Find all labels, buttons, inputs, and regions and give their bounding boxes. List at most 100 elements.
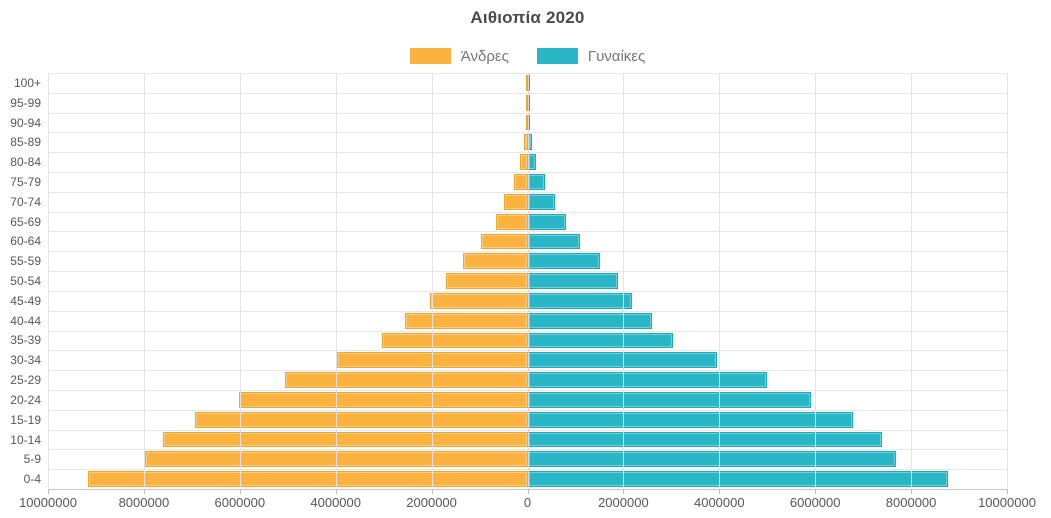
gridline-vertical [1007, 73, 1008, 489]
axis-tick [815, 489, 817, 494]
x-axis-tick-label: 0 [523, 495, 532, 510]
female-bar [527, 451, 896, 468]
pyramid-row [48, 251, 1007, 271]
male-bar [463, 253, 528, 270]
axis-tick [335, 489, 337, 494]
female-bar [527, 392, 812, 408]
age-group-label: 75-79 [10, 174, 41, 189]
axis-tick [239, 489, 241, 494]
age-group-label: 15-19 [10, 412, 41, 427]
axis-tick [911, 489, 913, 494]
pyramid-row [48, 370, 1007, 390]
pyramid-row [48, 390, 1007, 410]
axis-tick [143, 489, 145, 494]
gridline-vertical [335, 73, 337, 489]
female-bar [527, 292, 632, 309]
male-bar [481, 233, 528, 250]
pyramid-row [48, 430, 1007, 450]
plot-area [48, 73, 1008, 490]
age-group-label: 35-39 [10, 333, 41, 348]
pyramid-row [48, 410, 1007, 430]
x-axis-tick-label: 6000000 [789, 495, 841, 510]
gridline-vertical [719, 73, 721, 489]
x-axis-tick-label: 10000000 [978, 495, 1036, 510]
male-bar [525, 114, 528, 131]
age-group-label: 55-59 [10, 254, 41, 269]
women-legend-swatch [536, 48, 578, 64]
legend-item-men[interactable]: Άνδρες [409, 47, 509, 65]
axis-tick [527, 489, 529, 494]
male-bar [382, 332, 528, 349]
male-bar [88, 471, 528, 488]
y-axis-age-labels: 100+ 95-99 90-94 85-89 80-84 75-79 70-74 65-69 6… [0, 73, 41, 489]
male-bar [195, 411, 528, 428]
female-bar [527, 174, 546, 190]
age-group-label: 20-24 [10, 392, 41, 407]
age-group-label: 80-84 [10, 155, 41, 170]
pyramid-row [48, 232, 1007, 252]
gridline-vertical [239, 73, 241, 489]
x-axis-tick-label: 6000000 [214, 495, 266, 510]
axis-tick [623, 489, 625, 494]
age-group-label: 30-34 [10, 353, 41, 368]
female-bar [527, 193, 556, 210]
pyramid-row [48, 271, 1007, 291]
axis-tick [431, 489, 433, 494]
male-bar [520, 154, 528, 171]
female-bar [527, 312, 652, 329]
x-axis-tick-label: 4000000 [310, 495, 361, 510]
female-bar [527, 253, 601, 270]
axis-tick [48, 489, 49, 494]
male-bar [495, 213, 528, 230]
male-bar [163, 431, 528, 448]
x-axis-tick-label: 2000000 [598, 495, 649, 510]
pyramid-row [48, 172, 1007, 192]
men-legend-label: Άνδρες [460, 47, 509, 65]
female-bar [527, 332, 674, 349]
gridline-vertical [911, 73, 913, 489]
age-group-label: 50-54 [10, 274, 41, 289]
axis-tick [1007, 489, 1008, 494]
gridline-vertical [48, 73, 49, 489]
male-bar [504, 193, 528, 210]
female-bar [527, 154, 537, 171]
x-axis-tick-label: 2000000 [406, 495, 457, 510]
men-legend-swatch [409, 48, 451, 64]
pyramid-row [48, 212, 1007, 232]
male-bar [514, 174, 528, 190]
age-group-label: 70-74 [10, 194, 41, 209]
male-bar [429, 292, 528, 309]
female-bar [527, 411, 853, 428]
x-axis-tick-label: 10000000 [19, 495, 77, 510]
male-bar [525, 94, 528, 111]
age-group-label: 5-9 [23, 452, 41, 467]
legend-item-women[interactable]: Γυναίκες [536, 47, 646, 65]
age-group-label: 25-29 [10, 373, 41, 388]
x-axis-tick-label: 8000000 [118, 495, 170, 510]
age-group-label: 40-44 [10, 313, 41, 328]
pyramid-row [48, 291, 1007, 311]
pyramid-row [48, 311, 1007, 331]
male-bar [405, 312, 528, 329]
x-axis-tick-label: 8000000 [885, 495, 937, 510]
gridline-vertical [623, 73, 625, 489]
female-bar [527, 233, 581, 250]
age-group-label: 85-89 [10, 135, 41, 150]
female-bar [527, 372, 767, 388]
male-bar [525, 75, 528, 91]
pyramid-row [48, 469, 1007, 489]
age-group-label: 10-14 [10, 432, 41, 447]
chart-legend: Άνδρες Γυναίκες [48, 46, 1007, 66]
pyramid-row [48, 192, 1007, 212]
axis-tick [719, 489, 721, 494]
age-group-label: 60-64 [10, 234, 41, 249]
male-bar [238, 392, 528, 408]
chart-title: Αιθιοπία 2020 [470, 8, 585, 27]
gridline-vertical [143, 73, 145, 489]
female-bar [527, 273, 619, 289]
female-bar [527, 431, 882, 448]
female-bar [527, 213, 566, 230]
women-legend-label: Γυναίκες [587, 47, 646, 65]
zero-axis-gridline [527, 73, 529, 489]
gridline-vertical [815, 73, 817, 489]
